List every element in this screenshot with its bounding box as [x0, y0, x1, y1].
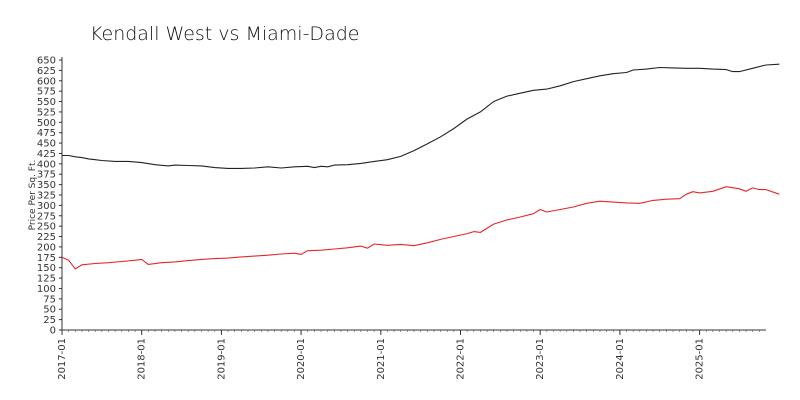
y-tick-label: 600: [37, 76, 56, 87]
y-tick-label: 25: [43, 315, 56, 326]
y-tick-label: 400: [37, 159, 56, 170]
y-tick-label: 325: [37, 191, 56, 202]
chart-title: Kendall West vs Miami-Dade: [90, 23, 359, 45]
y-tick-label: 300: [37, 201, 56, 212]
y-tick-label: 175: [37, 253, 56, 264]
x-tick-label: 2021-01: [376, 338, 387, 380]
y-tick-label: 475: [37, 128, 56, 139]
y-tick-label: 125: [37, 274, 56, 285]
x-tick-label: 2024-01: [615, 338, 626, 380]
axes: 0255075100125150175200225250275300325350…: [37, 56, 766, 380]
x-tick-label: 2025-01: [695, 338, 706, 380]
y-tick-label: 50: [43, 305, 56, 316]
y-tick-label: 350: [37, 180, 56, 191]
x-tick-label: 2023-01: [535, 338, 546, 380]
y-axis-label: Price Per Sq. Ft.: [28, 160, 38, 231]
y-tick-label: 275: [37, 211, 56, 222]
series-line-1: [62, 63, 780, 169]
series-layer: [61, 63, 780, 270]
y-tick-label: 375: [37, 170, 56, 181]
series-line-2: [61, 186, 780, 270]
y-tick-label: 525: [37, 107, 56, 118]
x-tick-label: 2018-01: [137, 338, 148, 380]
x-tick-label: 2019-01: [216, 338, 227, 380]
y-tick-label: 550: [37, 97, 56, 108]
y-tick-label: 150: [37, 263, 56, 274]
x-tick-label: 2017-01: [57, 338, 68, 380]
y-tick-label: 100: [37, 284, 56, 295]
y-tick-label: 0: [50, 326, 56, 337]
y-tick-label: 200: [37, 242, 56, 253]
y-tick-label: 575: [37, 87, 56, 98]
y-tick-label: 250: [37, 222, 56, 233]
x-tick-label: 2020-01: [296, 338, 307, 380]
y-tick-label: 500: [37, 118, 56, 129]
y-tick-label: 650: [37, 56, 56, 67]
y-tick-label: 425: [37, 149, 56, 160]
y-tick-label: 625: [37, 66, 56, 77]
y-tick-label: 225: [37, 232, 56, 243]
y-tick-label: 75: [43, 294, 56, 305]
y-tick-label: 450: [37, 139, 56, 150]
x-tick-label: 2022-01: [455, 338, 466, 380]
